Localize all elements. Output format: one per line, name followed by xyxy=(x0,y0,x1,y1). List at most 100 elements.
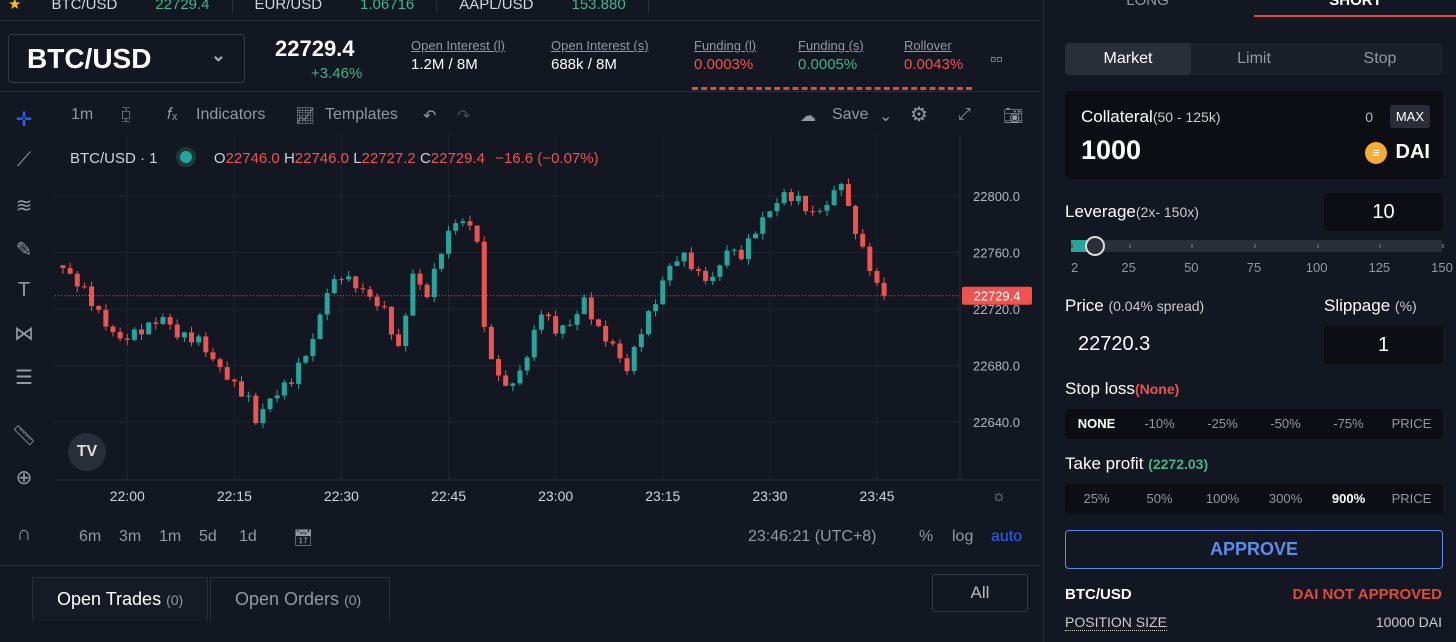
stop-loss-option[interactable]: -75% xyxy=(1333,416,1364,431)
tab-long[interactable]: LONG xyxy=(1126,0,1169,9)
dai-token-icon: ≡ xyxy=(1365,142,1387,164)
collateral-value[interactable]: 1000 xyxy=(1081,135,1142,165)
stop-loss-option[interactable]: NONE xyxy=(1077,416,1116,431)
interval-button[interactable]: 1m xyxy=(71,106,94,123)
candle-body xyxy=(467,221,473,226)
legend-change: −16.6 (−0.07%) xyxy=(495,150,599,167)
settings-icon[interactable]: ☼ xyxy=(992,488,1007,505)
candle-body xyxy=(667,265,673,281)
stop-loss-option[interactable]: -50% xyxy=(1270,416,1301,431)
legend-high: 22746.0 xyxy=(294,150,350,167)
redo-icon[interactable]: ↷ xyxy=(457,108,471,125)
candle-body xyxy=(588,297,594,320)
stop-loss-option[interactable]: PRICE xyxy=(1391,416,1432,431)
chevron-down-icon[interactable]: ⌄ xyxy=(879,108,893,125)
stat-label[interactable]: Open Interest (s) xyxy=(551,38,649,53)
tab-open-trades[interactable]: Open Trades (0) xyxy=(32,577,209,621)
range-3m[interactable]: 3m xyxy=(119,528,142,545)
fib-tool-icon[interactable]: ≋ xyxy=(15,195,33,217)
take-profit-option[interactable]: 300% xyxy=(1268,491,1303,506)
percent-toggle[interactable]: % xyxy=(919,528,934,545)
candle-body xyxy=(210,352,216,360)
star-icon[interactable]: ★ xyxy=(8,0,22,13)
layout-grid-icon[interactable]: ▫▫ xyxy=(990,49,1003,69)
range-1d[interactable]: 1d xyxy=(239,528,257,545)
text-tool-icon[interactable]: T xyxy=(17,279,31,301)
take-profit-option[interactable]: PRICE xyxy=(1391,491,1432,506)
trend-line-icon[interactable]: ⟋ xyxy=(17,149,31,171)
cloud-icon[interactable]: ☁ xyxy=(800,108,816,125)
slider-handle[interactable] xyxy=(1085,236,1106,256)
tradingview-logo[interactable]: TV xyxy=(68,433,106,471)
take-profit-option[interactable]: 25% xyxy=(1083,491,1110,506)
max-button[interactable]: MAX xyxy=(1389,105,1430,128)
gear-icon[interactable]: ⚙ xyxy=(910,104,928,126)
range-5d[interactable]: 5d xyxy=(199,528,217,545)
approve-button[interactable]: APPROVE xyxy=(1065,530,1443,569)
slider-tick-label: 50 xyxy=(1184,260,1199,275)
fullscreen-icon[interactable]: ⤢ xyxy=(958,106,971,123)
calendar-icon[interactable]: 📅︎ xyxy=(293,530,314,547)
log-toggle[interactable]: log xyxy=(952,528,974,545)
crosshair-icon[interactable]: ✛ xyxy=(15,109,33,131)
take-profit-option[interactable]: 50% xyxy=(1146,491,1173,506)
stat-label[interactable]: Funding (l) xyxy=(694,38,757,53)
slider-ticks: 2 25 50 75 100 125 150 xyxy=(1071,260,1453,276)
x-tick-label: 22:15 xyxy=(217,488,252,504)
indicators-icon[interactable]: 𝑓ₓ xyxy=(167,106,178,123)
save-button[interactable]: Save xyxy=(832,106,869,123)
take-profit-option[interactable]: 100% xyxy=(1205,491,1240,506)
range-1m[interactable]: 1m xyxy=(159,528,182,545)
slippage-unit: (%) xyxy=(1394,298,1417,314)
ticker-item[interactable]: BTC/USD 22729.4 xyxy=(29,0,233,13)
price-chart[interactable]: 22800.0 22760.0 22720.0 22680.0 22640.0 22:00… xyxy=(55,135,1040,520)
prediction-tool-icon[interactable]: ☰ xyxy=(15,367,33,389)
leverage-input[interactable]: 10 xyxy=(1324,193,1443,231)
candle-body xyxy=(103,309,109,327)
ruler-icon[interactable]: 📏︎ xyxy=(11,425,37,447)
tab-short[interactable]: SHORT xyxy=(1254,0,1456,17)
candle-body xyxy=(738,249,744,260)
templates-icon[interactable]: 📈︎ xyxy=(295,108,316,125)
magnet-icon[interactable]: ∩ xyxy=(16,523,32,545)
candle-body xyxy=(753,233,759,239)
stop-loss-label: Stop loss xyxy=(1065,379,1135,398)
candle-type-icon[interactable]: ⧮ xyxy=(121,106,132,123)
undo-icon[interactable]: ↶ xyxy=(423,108,437,125)
ticker-item[interactable]: AAPL/USD 153.880 xyxy=(437,0,649,13)
candle-body xyxy=(581,297,587,315)
order-type-market[interactable]: Market xyxy=(1065,43,1191,75)
candle-body xyxy=(553,316,559,334)
ticker-item[interactable]: EUR/USD 1.06716 xyxy=(233,0,438,13)
all-filter-button[interactable]: All xyxy=(932,574,1028,612)
order-type-stop[interactable]: Stop xyxy=(1363,50,1397,67)
candle-body xyxy=(331,279,337,294)
candle-body xyxy=(224,367,230,380)
stop-loss-option[interactable]: -10% xyxy=(1144,416,1175,431)
candle-body xyxy=(645,311,651,335)
zoom-in-icon[interactable]: ⊕ xyxy=(15,467,33,489)
stat-label[interactable]: Rollover xyxy=(904,38,952,53)
candle-body xyxy=(139,329,145,335)
stat-label[interactable]: Funding (s) xyxy=(798,38,864,53)
candle-body xyxy=(260,409,266,424)
slider-tick-label: 2 xyxy=(1071,260,1079,275)
pattern-tool-icon[interactable]: ⋈ xyxy=(14,323,34,345)
slippage-input[interactable]: 1 xyxy=(1324,326,1443,364)
camera-icon[interactable]: 📷︎ xyxy=(1003,108,1024,125)
collateral-input[interactable]: Collateral(50 - 125k) 1000 0 MAX ≡ DAI xyxy=(1065,91,1443,179)
order-type-limit[interactable]: Limit xyxy=(1237,50,1271,67)
take-profit-option[interactable]: 900% xyxy=(1331,491,1366,506)
leverage-slider[interactable] xyxy=(1071,236,1444,256)
candle-body xyxy=(724,250,730,266)
templates-button[interactable]: Templates xyxy=(325,106,398,123)
tab-open-orders[interactable]: Open Orders (0) xyxy=(210,577,390,621)
legend-c-label: C xyxy=(419,150,431,167)
brush-icon[interactable]: ✎ xyxy=(15,239,33,261)
stop-loss-option[interactable]: -25% xyxy=(1207,416,1238,431)
range-6m[interactable]: 6m xyxy=(79,528,102,545)
indicators-button[interactable]: Indicators xyxy=(196,106,266,123)
pair-selector[interactable]: BTC/USD ⌄ xyxy=(8,34,245,83)
stat-label[interactable]: Open Interest (l) xyxy=(411,38,505,53)
auto-toggle[interactable]: auto xyxy=(991,528,1023,545)
